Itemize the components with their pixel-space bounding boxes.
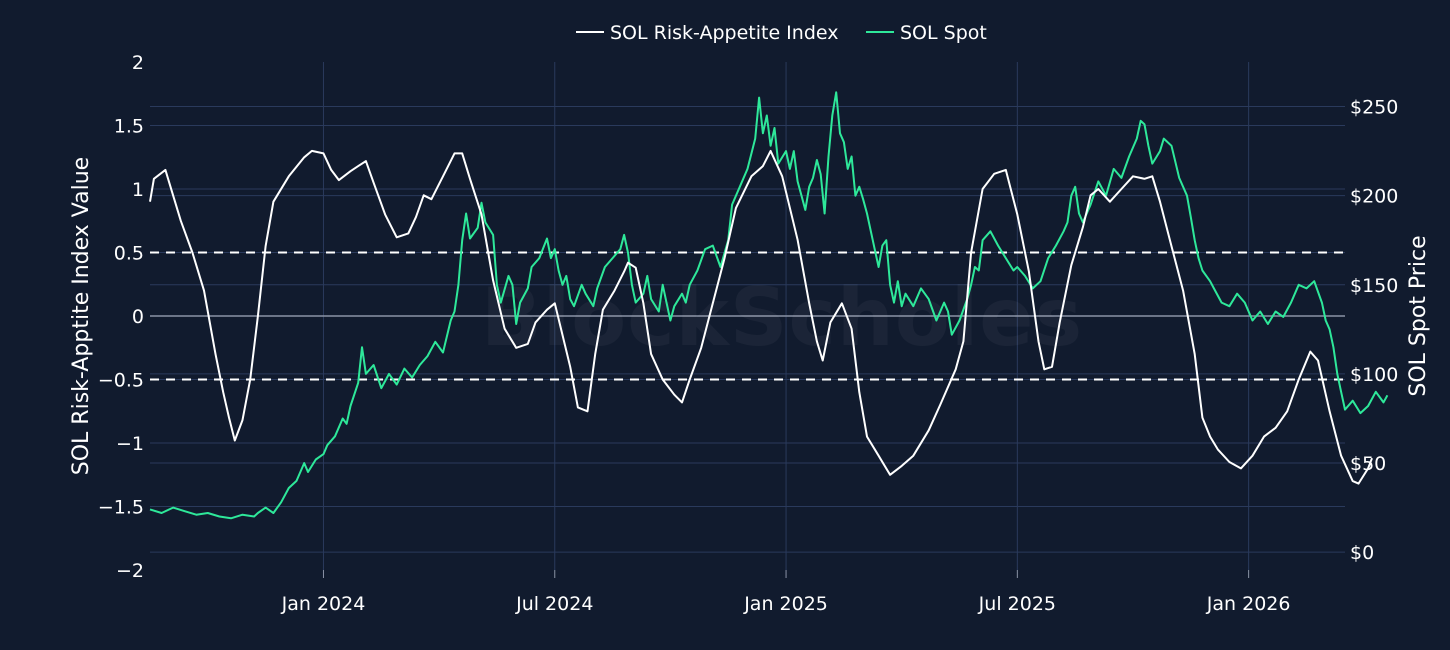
x-tick-label: Jul 2024 bbox=[515, 593, 593, 615]
y-left-tick-label: −1 bbox=[116, 433, 144, 455]
y-right-tick-label: $200 bbox=[1350, 186, 1398, 208]
y-right-tick-label: $100 bbox=[1350, 364, 1398, 386]
y-left-tick-label: 1.5 bbox=[114, 116, 144, 138]
series-layer bbox=[149, 91, 1389, 520]
watermark: BlockScholes bbox=[481, 271, 1083, 364]
y-right-tick-label: $50 bbox=[1350, 453, 1386, 475]
y-left-tick-label: −1.5 bbox=[98, 497, 144, 519]
legend[interactable]: SOL Risk-Appetite Index SOL Spot bbox=[576, 22, 987, 44]
y-left-tick-labels: 2 1.5 1 0.5 0 −0.5 −1 −1.5 −2 bbox=[98, 52, 144, 582]
legend-label: SOL Spot bbox=[900, 22, 987, 44]
y-right-axis-title: SOL Spot Price bbox=[1406, 235, 1431, 396]
x-tick-labels: Jan 2024 Jul 2024 Jan 2025 Jul 2025 Jan 2026 bbox=[281, 570, 1291, 615]
y-left-tick-label: 0 bbox=[132, 306, 144, 328]
y-left-axis-title: SOL Risk-Apptite Index Value bbox=[69, 157, 94, 475]
x-tick-label: Jan 2024 bbox=[281, 593, 366, 615]
y-left-tick-label: 1 bbox=[132, 179, 144, 201]
x-tick-label: Jan 2026 bbox=[1206, 593, 1291, 615]
y-left-tick-label: 2 bbox=[132, 52, 144, 74]
sol-spot-line bbox=[149, 91, 1389, 520]
y-left-tick-label: 0.5 bbox=[114, 243, 144, 265]
legend-label: SOL Risk-Appetite Index bbox=[610, 22, 838, 44]
risk-appetite-index-line bbox=[149, 149, 1373, 485]
x-tick-label: Jul 2025 bbox=[978, 593, 1056, 615]
y-right-tick-label: $0 bbox=[1350, 542, 1374, 564]
y-right-tick-label: $150 bbox=[1350, 275, 1398, 297]
y-left-tick-label: −2 bbox=[116, 560, 144, 582]
reference-lines bbox=[150, 251, 1345, 381]
y-right-tick-labels: $250 $200 $150 $100 $50 $0 bbox=[1350, 97, 1398, 565]
x-tick-label: Jan 2025 bbox=[743, 593, 828, 615]
y-right-tick-label: $250 bbox=[1350, 97, 1398, 119]
y-left-tick-label: −0.5 bbox=[98, 370, 144, 392]
